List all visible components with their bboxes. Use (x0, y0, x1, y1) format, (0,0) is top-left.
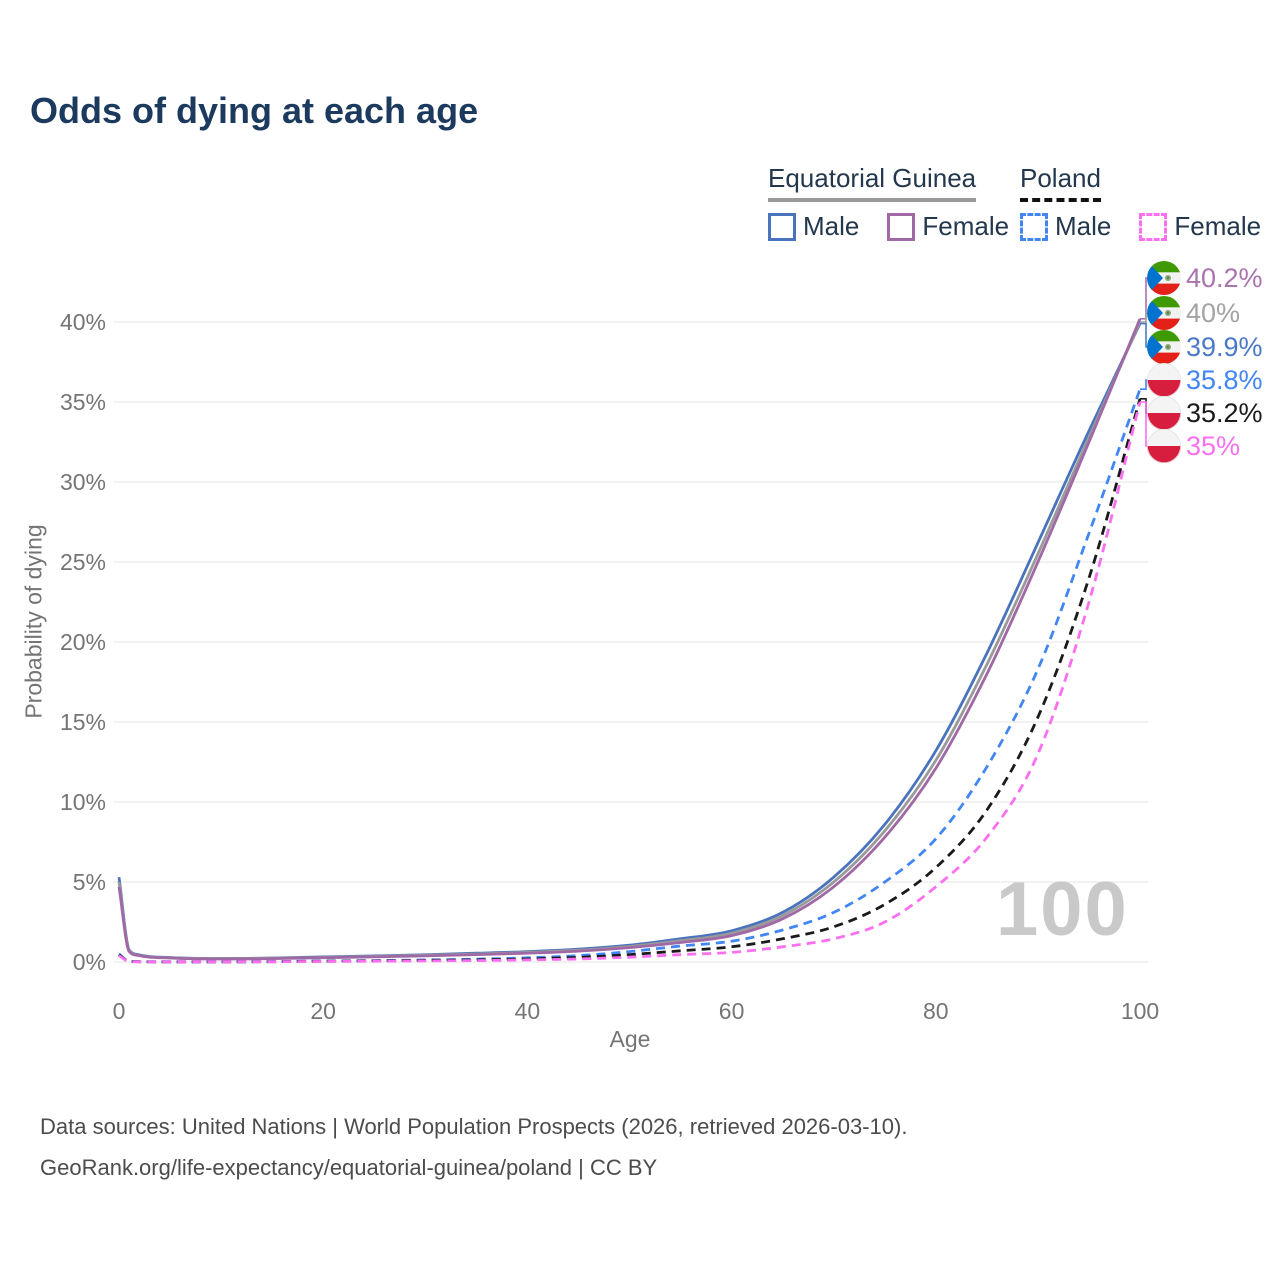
gq-flag-icon (1147, 261, 1181, 295)
legend-group-poland: Poland Male Female (1020, 163, 1261, 242)
end-label-value: 35.8% (1186, 365, 1263, 395)
curve-poland-male (118, 388, 1142, 964)
gq-flag-icon (1147, 330, 1181, 364)
y-tick-label: 10% (60, 789, 106, 815)
legend-item-label: Female (922, 211, 1010, 241)
legend-swatch-icon (1139, 212, 1168, 241)
end-label-value: 40.2% (1186, 263, 1263, 293)
legend-swatch-icon (768, 212, 796, 241)
legend-item-eg-male[interactable]: Male (768, 211, 859, 242)
legend-swatch-icon (1020, 212, 1048, 241)
watermark-age-indicator: 100 (996, 867, 1129, 952)
legend-group-equatorial-guinea: Equatorial Guinea Male Female (768, 163, 1009, 242)
end-label-flag (1147, 261, 1181, 295)
end-label-value: 35% (1186, 431, 1240, 461)
legend-item-label: Female (1174, 211, 1262, 241)
curve-poland-total (118, 398, 1142, 964)
legend-item-label: Male (1055, 211, 1112, 241)
end-label-value: 35.2% (1186, 398, 1263, 428)
footer: Data sources: United Nations | World Pop… (40, 1106, 907, 1188)
x-tick-label: 100 (1121, 998, 1159, 1024)
legend-item-eg-female[interactable]: Female (887, 211, 1009, 242)
y-axis-title: Probability of dying (20, 524, 47, 719)
legend-country-name: Poland (1020, 163, 1101, 202)
legend-item-pl-female[interactable]: Female (1139, 211, 1261, 242)
y-tick-label: 5% (73, 869, 106, 895)
footer-data-sources: Data sources: United Nations | World Pop… (40, 1114, 908, 1139)
end-label-flag (1147, 330, 1181, 364)
gq-flag-icon (1147, 296, 1181, 330)
legend-item-label: Male (803, 211, 860, 241)
x-axis-title: Age (609, 1026, 651, 1052)
end-label-flag (1147, 363, 1181, 397)
curve-equatorial-guinea-female (117, 318, 1142, 961)
y-tick-label: 20% (60, 629, 106, 655)
x-tick-label: 60 (719, 998, 745, 1024)
end-label-value: 40% (1186, 298, 1240, 328)
y-tick-label: 40% (60, 309, 106, 335)
page-title: Odds of dying at each age (30, 90, 479, 131)
legend-country-name: Equatorial Guinea (768, 163, 977, 202)
pl-flag-icon (1147, 363, 1181, 397)
legend-swatch-icon (887, 212, 916, 241)
end-label-flag (1147, 296, 1181, 330)
legend-item-pl-male[interactable]: Male (1020, 211, 1111, 242)
y-tick-label: 35% (60, 389, 106, 415)
x-tick-label: 0 (113, 998, 126, 1024)
y-tick-label: 25% (60, 549, 106, 575)
curve-poland-female (118, 401, 1142, 964)
x-tick-label: 80 (923, 998, 949, 1024)
curve-equatorial-guinea-total (117, 321, 1142, 960)
end-label-flag (1147, 429, 1181, 463)
footer-attribution: GeoRank.org/life-expectancy/equatorial-g… (40, 1155, 658, 1180)
pl-flag-icon (1147, 396, 1181, 430)
pl-flag-icon (1147, 429, 1181, 463)
x-tick-label: 20 (310, 998, 336, 1024)
curve-equatorial-guinea-male (117, 322, 1142, 960)
end-label-flag (1147, 396, 1181, 430)
y-tick-label: 0% (73, 949, 106, 975)
y-tick-label: 15% (60, 709, 106, 735)
end-label-value: 39.9% (1186, 332, 1263, 362)
x-tick-label: 40 (515, 998, 541, 1024)
y-tick-label: 30% (60, 469, 106, 495)
